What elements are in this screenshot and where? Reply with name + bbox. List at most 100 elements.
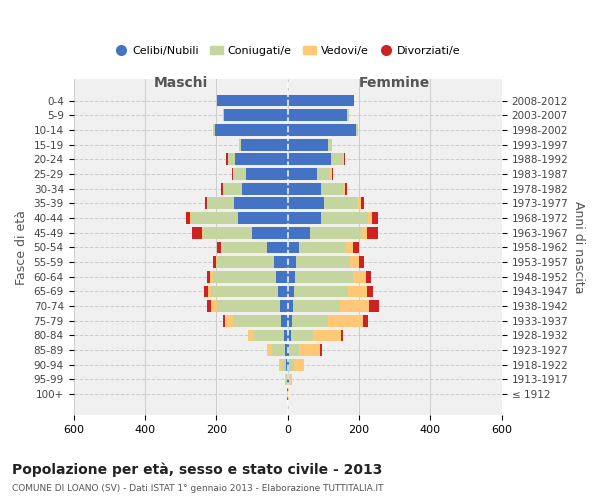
Bar bbox=[359, 256, 364, 268]
Bar bbox=[223, 110, 224, 121]
Bar bbox=[224, 110, 287, 121]
Bar bbox=[287, 359, 289, 370]
Bar bbox=[193, 227, 202, 238]
Bar bbox=[324, 198, 357, 209]
Bar bbox=[228, 154, 229, 165]
Text: Popolazione per età, sesso e stato civile - 2013: Popolazione per età, sesso e stato civil… bbox=[12, 462, 382, 477]
Bar bbox=[295, 271, 353, 282]
Bar bbox=[213, 124, 215, 136]
Bar bbox=[343, 183, 345, 194]
Bar bbox=[320, 183, 343, 194]
Bar bbox=[235, 154, 287, 165]
Bar bbox=[225, 315, 233, 326]
Bar bbox=[287, 315, 292, 326]
Bar bbox=[211, 286, 278, 298]
Bar bbox=[234, 168, 245, 180]
Bar bbox=[287, 95, 355, 106]
Bar bbox=[241, 139, 287, 150]
Bar bbox=[229, 154, 235, 165]
Bar bbox=[210, 271, 213, 282]
Bar bbox=[287, 256, 296, 268]
Bar bbox=[330, 168, 332, 180]
Bar bbox=[345, 183, 347, 194]
Bar bbox=[344, 154, 345, 165]
Bar bbox=[294, 286, 348, 298]
Bar bbox=[341, 330, 343, 342]
Bar bbox=[361, 198, 364, 209]
Bar bbox=[242, 183, 287, 194]
Bar bbox=[296, 256, 350, 268]
Bar bbox=[361, 227, 367, 238]
Bar bbox=[190, 212, 191, 224]
Bar bbox=[299, 344, 320, 356]
Bar bbox=[287, 110, 347, 121]
Bar bbox=[290, 330, 313, 342]
Bar bbox=[186, 212, 190, 224]
Text: Femmine: Femmine bbox=[359, 76, 430, 90]
Bar bbox=[317, 168, 330, 180]
Bar bbox=[223, 242, 267, 254]
Bar bbox=[346, 242, 353, 254]
Bar bbox=[364, 315, 368, 326]
Bar bbox=[287, 198, 324, 209]
Bar bbox=[357, 198, 361, 209]
Bar bbox=[206, 271, 210, 282]
Bar bbox=[226, 154, 228, 165]
Bar bbox=[217, 242, 221, 254]
Bar bbox=[287, 388, 289, 400]
Bar bbox=[285, 344, 287, 356]
Bar bbox=[221, 183, 223, 194]
Bar bbox=[287, 300, 293, 312]
Bar bbox=[279, 359, 283, 370]
Bar bbox=[289, 374, 292, 386]
Bar bbox=[287, 242, 299, 254]
Bar bbox=[223, 183, 242, 194]
Bar bbox=[285, 374, 286, 386]
Bar bbox=[367, 286, 373, 298]
Bar bbox=[205, 198, 208, 209]
Bar bbox=[276, 271, 287, 282]
Bar bbox=[287, 154, 331, 165]
Bar bbox=[369, 300, 379, 312]
Bar bbox=[367, 227, 378, 238]
Bar bbox=[267, 242, 287, 254]
Bar bbox=[292, 315, 328, 326]
Bar bbox=[348, 286, 367, 298]
Bar bbox=[284, 330, 287, 342]
Bar bbox=[281, 315, 287, 326]
Bar bbox=[217, 300, 280, 312]
Bar bbox=[320, 344, 322, 356]
Bar bbox=[274, 256, 287, 268]
Bar bbox=[287, 344, 289, 356]
Bar bbox=[278, 286, 287, 298]
Bar bbox=[233, 168, 234, 180]
Bar bbox=[211, 300, 217, 312]
Bar bbox=[289, 359, 294, 370]
Text: Maschi: Maschi bbox=[154, 76, 208, 90]
Bar bbox=[248, 330, 254, 342]
Bar bbox=[252, 227, 287, 238]
Bar bbox=[310, 227, 361, 238]
Bar bbox=[313, 330, 341, 342]
Y-axis label: Anni di nascita: Anni di nascita bbox=[572, 201, 585, 294]
Bar bbox=[328, 315, 364, 326]
Bar bbox=[267, 344, 272, 356]
Bar bbox=[287, 139, 328, 150]
Bar bbox=[238, 212, 287, 224]
Text: COMUNE DI LOANO (SV) - Dati ISTAT 1° gennaio 2013 - Elaborazione TUTTITALIA.IT: COMUNE DI LOANO (SV) - Dati ISTAT 1° gen… bbox=[12, 484, 383, 493]
Bar bbox=[254, 330, 284, 342]
Bar bbox=[340, 300, 369, 312]
Bar bbox=[245, 168, 287, 180]
Bar bbox=[287, 183, 320, 194]
Bar bbox=[232, 168, 233, 180]
Bar bbox=[213, 256, 217, 268]
Bar bbox=[213, 271, 276, 282]
Bar bbox=[206, 300, 211, 312]
Bar bbox=[223, 315, 225, 326]
Bar bbox=[299, 242, 346, 254]
Bar bbox=[366, 271, 371, 282]
Bar bbox=[286, 359, 287, 370]
Bar bbox=[287, 330, 290, 342]
Bar bbox=[218, 256, 274, 268]
Bar bbox=[328, 139, 332, 150]
